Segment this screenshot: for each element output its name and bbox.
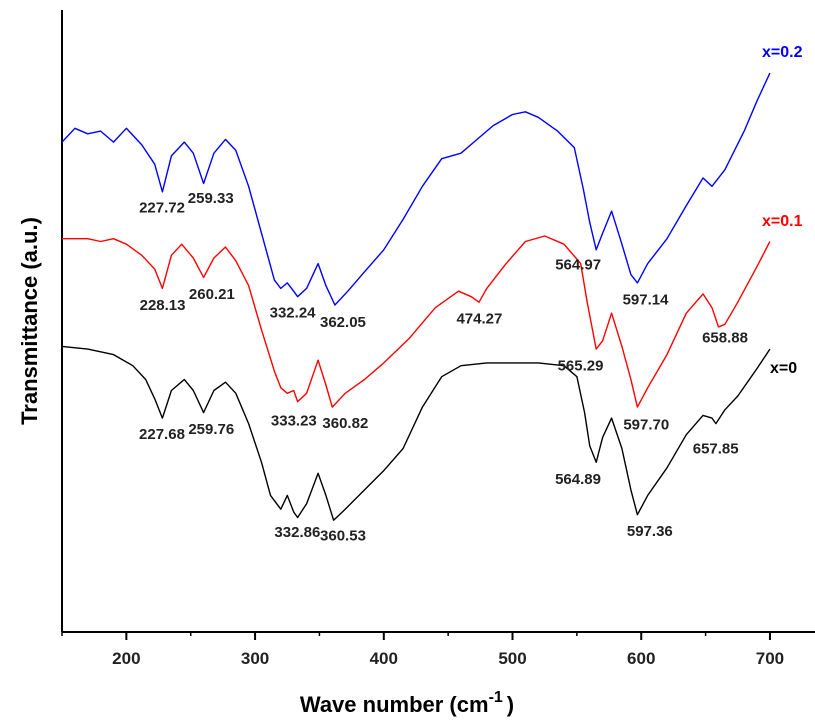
x-axis-title-superscript: -1 <box>489 689 503 706</box>
peak-label-260.21: 260.21 <box>189 286 235 303</box>
series-line-x=0 <box>61 345 771 521</box>
series-name-x=0.2: x=0.2 <box>762 44 803 61</box>
peak-label-259.33: 259.33 <box>188 190 234 207</box>
peak-label-597.36: 597.36 <box>627 523 673 540</box>
peak-label-227.72: 227.72 <box>139 200 185 217</box>
x-tick-label-200: 200 <box>112 649 140 668</box>
peak-label-564.89: 564.89 <box>555 471 601 488</box>
y-axis-title: Transmittance (a.u.) <box>17 217 42 425</box>
peak-label-658.88: 658.88 <box>702 330 748 347</box>
x-tick-label-300: 300 <box>241 649 269 668</box>
series-name-x=0: x=0 <box>770 360 797 377</box>
peak-label-360.53: 360.53 <box>320 527 366 544</box>
series-names: x=0.2 x=0.1 x=0 <box>762 44 803 377</box>
peak-label-565.29: 565.29 <box>558 358 604 375</box>
x-axis-ticks: 200 300 400 500 600 700 <box>61 632 784 668</box>
x-tick-label-500: 500 <box>498 649 526 668</box>
peak-label-259.76: 259.76 <box>188 421 234 438</box>
x-tick-label-600: 600 <box>627 649 655 668</box>
x-axis-title-main: Wave number (cm <box>300 692 489 717</box>
peak-label-564.97: 564.97 <box>555 257 601 274</box>
series-line-x=0.1 <box>62 235 771 408</box>
series-name-x=0.1: x=0.1 <box>762 213 803 230</box>
peak-label-333.23: 333.23 <box>271 412 317 429</box>
x-axis-title: Wave number (cm-1) <box>300 689 514 717</box>
peak-label-657.85: 657.85 <box>693 440 739 457</box>
x-axis-title-suffix: ) <box>507 692 514 717</box>
peak-label-332.86: 332.86 <box>274 524 320 541</box>
peak-label-362.05: 362.05 <box>320 314 366 331</box>
peak-label-474.27: 474.27 <box>456 311 502 328</box>
x-tick-label-400: 400 <box>370 649 398 668</box>
peak-label-227.68: 227.68 <box>139 426 185 443</box>
peak-label-597.14: 597.14 <box>623 292 670 309</box>
series-layer <box>61 72 771 521</box>
series-line-x=0.2 <box>61 72 771 306</box>
peak-label-332.24: 332.24 <box>270 304 317 321</box>
peak-label-228.13: 228.13 <box>140 297 186 314</box>
peak-label-597.70: 597.70 <box>623 416 669 433</box>
plot-frame <box>61 10 815 633</box>
x-tick-label-700: 700 <box>756 649 784 668</box>
peak-label-360.82: 360.82 <box>322 415 368 432</box>
